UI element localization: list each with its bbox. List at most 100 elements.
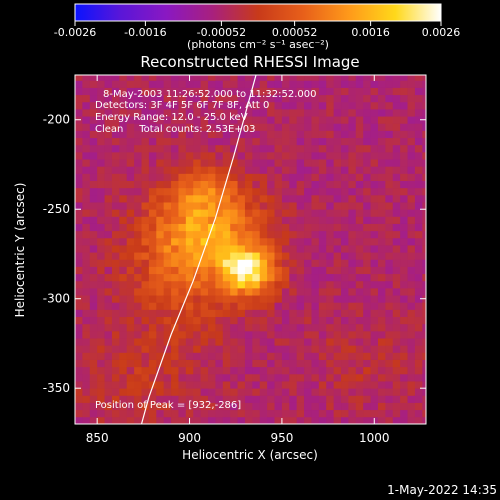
heatmap-cell	[355, 101, 364, 110]
heatmap-cell	[304, 352, 312, 360]
heatmap-cell	[311, 409, 320, 418]
heatmap-cell	[370, 366, 379, 375]
heatmap-cell	[89, 94, 98, 103]
heatmap-cell	[156, 237, 165, 246]
heatmap-cell	[97, 116, 105, 124]
heatmap-cell	[222, 409, 231, 418]
heatmap-cell	[370, 323, 379, 332]
heatmap-cell	[208, 409, 216, 418]
heatmap-cell	[370, 137, 379, 146]
heatmap-cell	[377, 388, 386, 396]
heatmap-cell	[193, 409, 202, 418]
heatmap-cell	[119, 316, 128, 325]
heatmap-cell	[377, 352, 386, 360]
heatmap-cell	[208, 101, 216, 110]
heatmap-cell	[407, 187, 416, 196]
heatmap-cell	[134, 323, 142, 332]
heatmap-cell	[377, 187, 386, 196]
heatmap-cell	[355, 109, 364, 117]
heatmap-cell	[370, 302, 379, 310]
heatmap-cell	[134, 330, 142, 339]
heatmap-cell	[341, 216, 349, 224]
heatmap-cell	[400, 223, 408, 232]
heatmap-cell	[215, 388, 224, 396]
heatmap-cell	[97, 259, 105, 267]
heatmap-cell	[230, 80, 238, 88]
heatmap-cell	[333, 295, 342, 303]
heatmap-cell	[274, 402, 283, 411]
heatmap-cell	[141, 180, 150, 189]
heatmap-cell	[289, 323, 298, 332]
heatmap-cell	[348, 345, 357, 353]
heatmap-cell	[385, 80, 394, 88]
heatmap-cell	[148, 166, 157, 174]
heatmap-cell	[200, 302, 209, 310]
heatmap-cell	[193, 101, 202, 110]
heatmap-cell	[392, 223, 401, 232]
heatmap-cell	[111, 280, 120, 289]
heatmap-cell	[104, 366, 113, 375]
heatmap-cell	[163, 202, 172, 210]
heatmap-cell	[318, 94, 327, 103]
heatmap-cell	[215, 159, 224, 167]
heatmap-cell	[267, 295, 275, 303]
colorbar-tick-label: 0.00052	[272, 26, 318, 39]
heatmap-cell	[141, 323, 150, 332]
heatmap-cell	[82, 123, 91, 131]
heatmap-cell	[267, 75, 275, 81]
heatmap-cell	[348, 109, 357, 117]
heatmap-cell	[111, 345, 120, 353]
heatmap-cell	[407, 109, 416, 117]
heatmap-cell	[326, 173, 335, 181]
heatmap-cell	[414, 366, 423, 375]
heatmap-cell	[193, 359, 202, 368]
heatmap-cell	[341, 388, 349, 396]
heatmap-cell	[377, 302, 386, 310]
heatmap-cell	[414, 237, 423, 246]
heatmap-cell	[392, 202, 401, 210]
heatmap-cell	[163, 75, 172, 81]
heatmap-cell	[363, 402, 371, 411]
heatmap-cell	[318, 116, 327, 124]
heatmap-cell	[355, 237, 364, 246]
heatmap-cell	[333, 395, 342, 403]
heatmap-cell	[259, 173, 268, 181]
heatmap-cell	[89, 316, 98, 325]
heatmap-cell	[171, 309, 179, 318]
heatmap-cell	[208, 416, 216, 424]
heatmap-cell	[326, 295, 335, 303]
heatmap-cell	[274, 266, 283, 275]
heatmap-cell	[178, 252, 187, 260]
heatmap-cell	[200, 75, 209, 81]
heatmap-cell	[222, 80, 231, 88]
heatmap-cell	[97, 202, 105, 210]
heatmap-cell	[274, 273, 283, 282]
heatmap-cell	[333, 273, 342, 282]
heatmap-cell	[230, 194, 238, 203]
heatmap-cell	[104, 87, 113, 96]
heatmap-cell	[348, 295, 357, 303]
heatmap-cell	[141, 223, 150, 232]
heatmap-cell	[215, 373, 224, 382]
heatmap-cell	[267, 151, 275, 160]
heatmap-cell	[326, 381, 335, 389]
heatmap-cell	[178, 338, 187, 346]
heatmap-cell	[126, 302, 135, 310]
heatmap-cell	[82, 116, 91, 124]
heatmap-cell	[171, 402, 179, 411]
heatmap-cell	[104, 137, 113, 146]
heatmap-cell	[185, 352, 194, 360]
heatmap-cell	[230, 237, 238, 246]
heatmap-cell	[119, 237, 128, 246]
heatmap-cell	[296, 94, 305, 103]
heatmap-cell	[311, 245, 320, 253]
heatmap-cell	[82, 409, 91, 418]
heatmap-cell	[148, 373, 157, 382]
heatmap-cell	[363, 409, 371, 418]
heatmap-cell	[163, 366, 172, 375]
heatmap-cell	[104, 94, 113, 103]
heatmap-cell	[267, 259, 275, 267]
heatmap-cell	[363, 245, 371, 253]
heatmap-cell	[296, 87, 305, 96]
heatmap-cell	[148, 252, 157, 260]
